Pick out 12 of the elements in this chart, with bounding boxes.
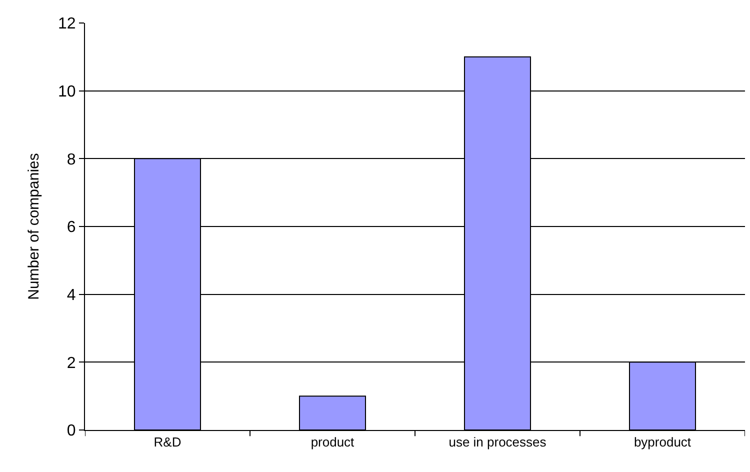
- x-tick-label: R&D: [154, 434, 182, 450]
- y-tick-label: 0: [66, 422, 76, 440]
- x-tick-label: byproduct: [634, 434, 692, 450]
- y-tick-label: 6: [66, 219, 76, 236]
- y-tick-label: 12: [58, 16, 76, 33]
- y-axis-title: Number of companies: [25, 153, 42, 300]
- y-tick-label: 8: [66, 151, 76, 168]
- y-tick-label: 2: [66, 354, 76, 372]
- x-tick-label: use in processes: [448, 434, 547, 450]
- x-tick-label: product: [310, 434, 355, 450]
- y-tick-label: 4: [66, 286, 76, 304]
- y-tick-label: 10: [58, 83, 76, 100]
